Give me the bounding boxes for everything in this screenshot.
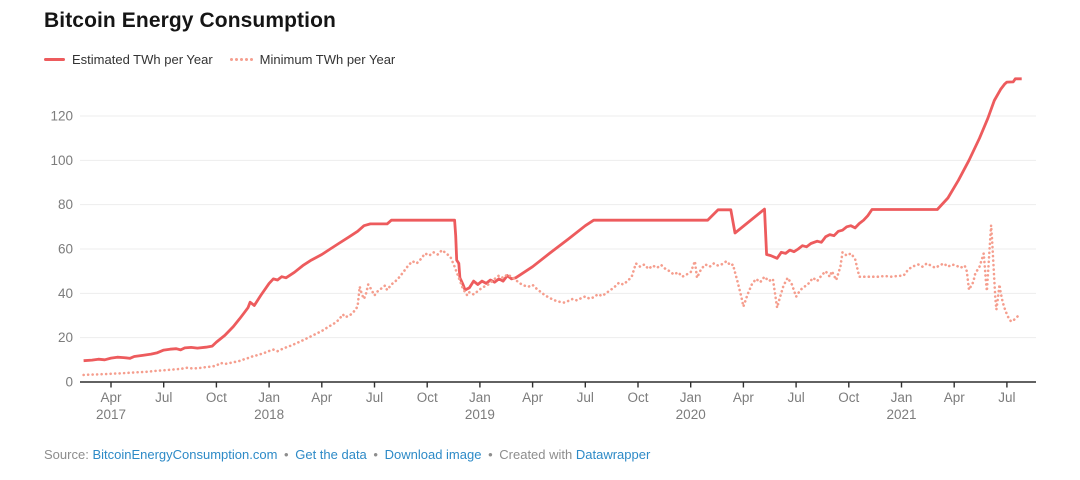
y-axis-labels: 0 20 40 60 80 100 120 <box>50 108 73 389</box>
svg-text:Jul: Jul <box>577 390 594 405</box>
svg-text:Jan: Jan <box>469 390 491 405</box>
bullet-separator: • <box>373 447 378 462</box>
x-axis-labels: Apr 2017 Jul Oct Jan 2018 Apr Jul Oct Jan 2019 Apr J… <box>96 390 1016 422</box>
legend-item-minimum: Minimum TWh per Year <box>229 52 396 67</box>
svg-text:20: 20 <box>58 330 73 345</box>
minimum-series-line <box>82 224 1021 377</box>
svg-text:Apr: Apr <box>522 390 544 405</box>
svg-text:Apr: Apr <box>944 390 966 405</box>
estimated-line-swatch-icon <box>44 58 65 61</box>
svg-text:80: 80 <box>58 197 73 212</box>
svg-text:Jul: Jul <box>787 390 804 405</box>
svg-text:0: 0 <box>65 375 73 390</box>
source-label: Source: <box>44 447 89 462</box>
svg-text:2017: 2017 <box>96 407 126 422</box>
page-title: Bitcoin Energy Consumption <box>44 9 336 32</box>
y-gridlines <box>80 115 1036 339</box>
svg-text:40: 40 <box>58 286 73 301</box>
svg-text:Jul: Jul <box>155 390 172 405</box>
svg-text:Oct: Oct <box>417 390 438 405</box>
svg-text:100: 100 <box>50 153 73 168</box>
svg-text:2020: 2020 <box>676 407 706 422</box>
created-with-label: Created with <box>499 447 573 462</box>
svg-text:60: 60 <box>58 241 73 256</box>
x-axis <box>80 381 1036 388</box>
chart-footer: Source: BitcoinEnergyConsumption.com • G… <box>44 447 650 462</box>
svg-text:Apr: Apr <box>733 390 755 405</box>
svg-text:2019: 2019 <box>465 407 495 422</box>
source-link[interactable]: BitcoinEnergyConsumption.com <box>92 447 278 462</box>
svg-text:120: 120 <box>50 108 73 123</box>
svg-text:Oct: Oct <box>206 390 227 405</box>
svg-text:Oct: Oct <box>838 390 859 405</box>
svg-text:2018: 2018 <box>254 407 284 422</box>
svg-text:2021: 2021 <box>886 407 916 422</box>
svg-text:Jul: Jul <box>998 390 1015 405</box>
bullet-separator: • <box>284 447 289 462</box>
legend-label-minimum: Minimum TWh per Year <box>259 52 396 67</box>
chart-legend: Estimated TWh per Year Minimum TWh per Y… <box>44 52 395 67</box>
svg-text:Apr: Apr <box>100 390 122 405</box>
download-image-link[interactable]: Download image <box>384 447 482 462</box>
svg-text:Apr: Apr <box>311 390 333 405</box>
svg-text:Jul: Jul <box>366 390 383 405</box>
legend-item-estimated: Estimated TWh per Year <box>44 52 213 67</box>
estimated-series-line <box>83 77 1022 363</box>
legend-label-estimated: Estimated TWh per Year <box>72 52 213 67</box>
svg-text:Jan: Jan <box>258 390 280 405</box>
bullet-separator: • <box>488 447 493 462</box>
svg-text:Oct: Oct <box>627 390 648 405</box>
svg-text:Jan: Jan <box>680 390 702 405</box>
svg-text:Jan: Jan <box>891 390 913 405</box>
minimum-line-swatch-icon <box>229 58 253 61</box>
get-data-link[interactable]: Get the data <box>295 447 367 462</box>
datawrapper-link[interactable]: Datawrapper <box>575 447 651 462</box>
